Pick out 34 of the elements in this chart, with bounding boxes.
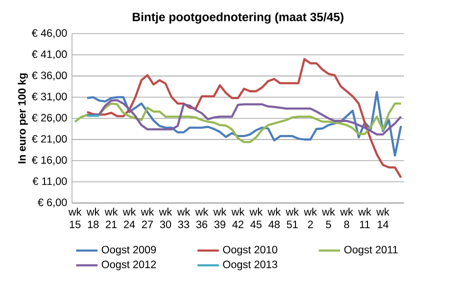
x-tick-label: wk 30 — [159, 208, 172, 228]
x-tick-label: wk 51 — [286, 208, 299, 228]
x-tick-label: wk 2 — [304, 208, 317, 228]
y-tick-label: € 6,00 — [38, 198, 67, 208]
y-tick-label: € 41,00 — [32, 50, 67, 60]
legend-label: Oogst 2009 — [102, 246, 156, 256]
x-tick-label: wk 24 — [122, 208, 136, 228]
x-tick-label: wk 15 — [68, 208, 82, 228]
x-tick-label: wk 33 — [177, 208, 190, 228]
legend-label: Oogst 2010 — [223, 246, 278, 256]
legend-label: Oogst 2012 — [102, 260, 156, 270]
x-tick-label: wk 18 — [86, 208, 100, 228]
y-tick-label: € 16,00 — [32, 156, 67, 166]
x-tick-label: wk 14 — [376, 208, 390, 228]
x-tick-label: wk 39 — [213, 208, 226, 228]
y-tick-label: € 11,00 — [32, 177, 67, 186]
y-tick-label: € 31,00 — [32, 92, 67, 102]
x-tick-label: wk 8 — [340, 208, 354, 228]
y-tick-label: € 26,00 — [32, 114, 67, 123]
x-tick-label: wk 36 — [195, 208, 208, 228]
legend-label: Oogst 2013 — [223, 260, 278, 270]
y-tick-label: € 46,00 — [32, 29, 67, 38]
legend-label: Oogst 2011 — [344, 246, 398, 256]
x-tick-label: wk 42 — [231, 208, 245, 228]
x-tick-label: wk 11 — [358, 208, 372, 228]
y-axis-title: In euro per 100 kg — [18, 73, 28, 164]
x-tick-label: wk 21 — [104, 208, 118, 228]
x-tick-label: wk 27 — [140, 208, 154, 228]
x-tick-label: wk 45 — [250, 208, 263, 228]
x-tick-label: wk 48 — [268, 208, 281, 228]
y-tick-label: € 21,00 — [32, 135, 67, 144]
x-tick-label: wk 5 — [322, 208, 336, 228]
y-tick-label: € 36,00 — [32, 72, 67, 80]
chart-title: Bintje pootgoednotering (maat 35/45) — [132, 12, 344, 24]
